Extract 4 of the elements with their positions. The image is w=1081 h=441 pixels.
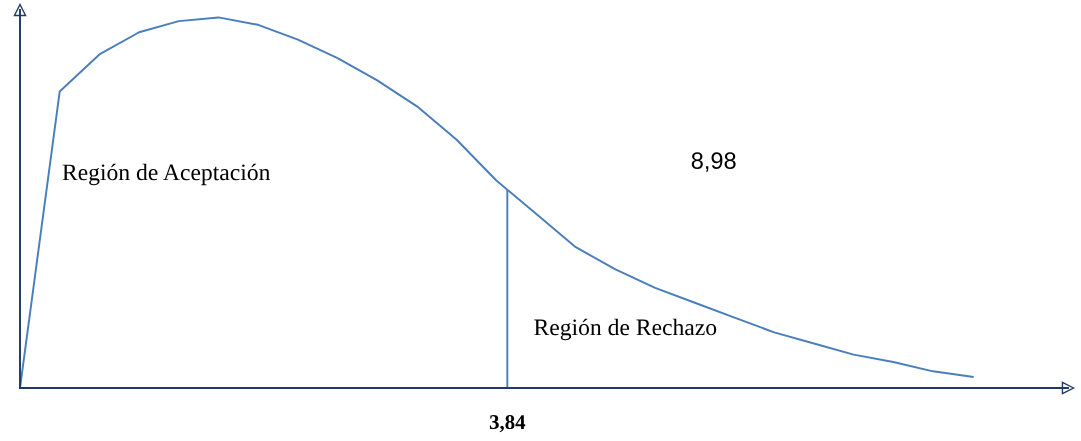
text: 3,84: [489, 415, 526, 433]
annotation: Región de Aceptación: [62, 163, 271, 186]
annotation: 8,98: [691, 152, 736, 172]
annotation: Región de Rechazo: [534, 318, 717, 341]
